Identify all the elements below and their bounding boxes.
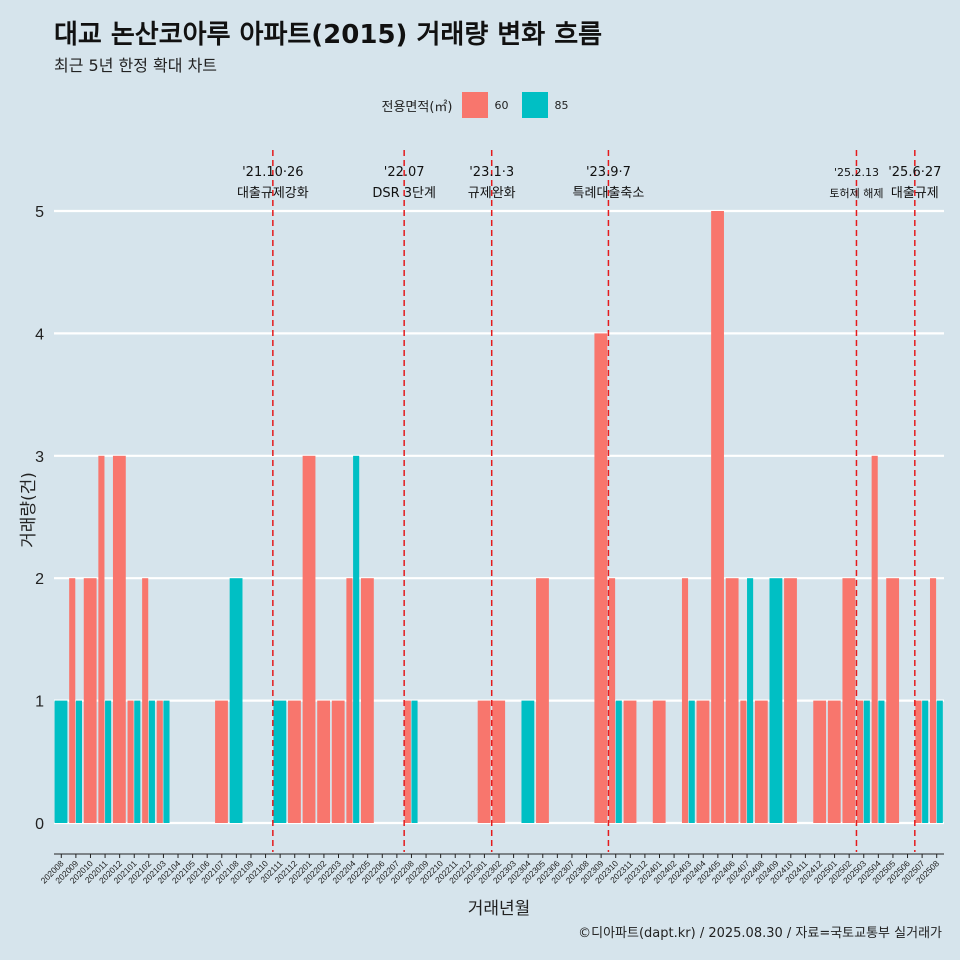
bar-60-202309 — [594, 333, 608, 823]
bar-60-202204 — [346, 578, 353, 823]
bar-85-202304 — [521, 700, 535, 823]
bar-60-202203 — [331, 700, 345, 823]
y-tick-label: 2 — [35, 571, 44, 588]
bar-60-202302 — [492, 700, 506, 823]
bar-60-202405 — [711, 211, 724, 823]
bar-85-202111 — [273, 700, 287, 823]
bar-85-202503 — [863, 700, 870, 823]
bar-60-202112 — [288, 700, 301, 823]
bar-60-202310 — [609, 578, 616, 823]
event-label: 대출규제강화 — [237, 186, 309, 201]
bar-60-202305 — [536, 578, 549, 823]
bar-60-202101 — [127, 700, 134, 823]
event-date: '25.2.13 — [834, 166, 879, 179]
bar-85-202507 — [922, 700, 929, 823]
bar-60-202201 — [302, 455, 316, 823]
bar-85-202102 — [148, 700, 155, 823]
bar-60-202404 — [696, 700, 710, 823]
bar-60-202102 — [142, 578, 149, 823]
event-label: 특례대출축소 — [573, 186, 645, 201]
bar-85-202011 — [105, 700, 112, 823]
bar-60-202205 — [360, 578, 374, 823]
event-label: 대출규제 — [891, 186, 939, 201]
bar-60-202503 — [857, 700, 864, 823]
bar-85-202009 — [75, 700, 82, 823]
bar-60-202103 — [156, 700, 163, 823]
chart-subtitle: 최근 5년 한정 확대 차트 — [54, 56, 218, 75]
bar-60-202408 — [754, 700, 768, 823]
bar-60-202208 — [404, 700, 411, 823]
bar-85-202508 — [936, 700, 943, 823]
bar-60-202407 — [740, 700, 747, 823]
event-label: DSR 3단계 — [372, 186, 436, 201]
bar-85-202208 — [411, 700, 418, 823]
y-tick-label: 5 — [35, 204, 44, 221]
y-axis-title: 거래량(건) — [19, 472, 39, 548]
bar-60-202311 — [623, 700, 637, 823]
y-tick-label: 0 — [35, 816, 44, 833]
event-date: '25.6·27 — [888, 165, 941, 180]
event-date: '23.9·7 — [586, 165, 631, 180]
bar-60-202403 — [681, 578, 689, 823]
bar-60-202202 — [317, 700, 331, 823]
event-label: 규제완화 — [468, 186, 516, 201]
legend-title: 전용면적(㎡) — [381, 99, 453, 115]
x-axis-title: 거래년월 — [468, 899, 531, 919]
legend-label-60: 60 — [494, 98, 509, 112]
y-tick-label: 1 — [35, 694, 44, 711]
bar-60-202505 — [886, 578, 900, 823]
event-date: '22.07 — [384, 165, 425, 180]
bar-60-202009 — [69, 578, 76, 823]
bar-60-202010 — [83, 578, 97, 823]
bar-60-202406 — [725, 578, 739, 823]
bar-85-202204 — [353, 455, 360, 823]
bar-60-202508 — [929, 578, 937, 823]
legend-label-85: 85 — [554, 98, 569, 112]
bar-60-202507 — [915, 700, 922, 823]
chart-title: 대교 논산코아루 아파트(2015) 거래량 변화 흐름 — [54, 20, 603, 50]
legend-key-60 — [462, 92, 489, 118]
bar-85-202008 — [54, 700, 68, 823]
legend-key-85 — [522, 92, 549, 118]
bar-60-202502 — [842, 578, 856, 823]
event-date: '21.10·26 — [242, 165, 303, 180]
bar-85-202108 — [229, 578, 243, 823]
event-label: 토허제 해제 — [829, 186, 883, 200]
bar-60-202504 — [871, 455, 878, 823]
bar-60-202501 — [827, 700, 841, 823]
bar-60-202301 — [477, 700, 491, 823]
bar-85-202403 — [688, 700, 695, 823]
bar-85-202504 — [878, 700, 885, 823]
bar-60-202107 — [215, 700, 228, 823]
legend: 전용면적(㎡) 60 85 — [0, 92, 960, 118]
bar-85-202103 — [163, 700, 170, 823]
bar-60-202401 — [652, 700, 666, 823]
bar-60-202410 — [784, 578, 797, 823]
bar-60-202412 — [813, 700, 827, 823]
bar-85-202101 — [134, 700, 141, 823]
y-tick-label: 3 — [35, 449, 44, 466]
chart-caption: ©디아파트(dapt.kr) / 2025.08.30 / 자료=국토교통부 실… — [578, 926, 942, 941]
bar-85-202310 — [615, 700, 622, 823]
bar-60-202011 — [98, 455, 105, 823]
bar-60-202012 — [112, 455, 126, 823]
y-tick-label: 4 — [35, 326, 44, 343]
event-date: '23.1·3 — [469, 165, 514, 180]
bar-85-202409 — [769, 578, 783, 823]
bar-85-202407 — [747, 578, 754, 823]
